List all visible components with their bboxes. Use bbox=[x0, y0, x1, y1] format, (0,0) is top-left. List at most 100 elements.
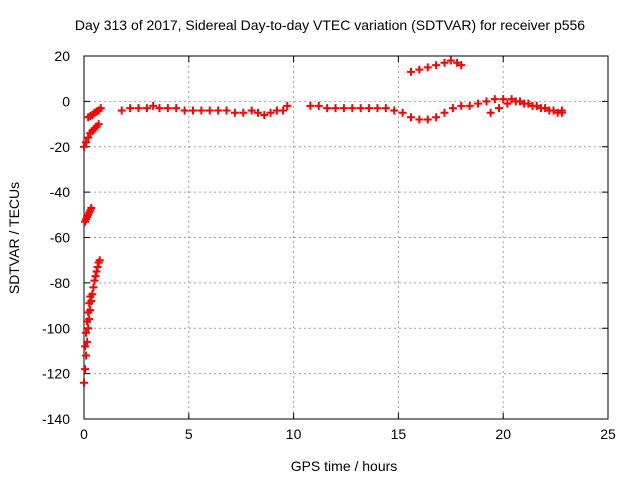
data-point bbox=[87, 204, 96, 213]
data-point bbox=[279, 106, 288, 115]
data-point bbox=[536, 104, 545, 113]
data-point bbox=[126, 104, 135, 113]
data-point bbox=[84, 133, 93, 142]
data-point bbox=[465, 101, 474, 110]
plot-frame bbox=[83, 55, 609, 420]
data-point bbox=[348, 104, 357, 113]
data-point bbox=[89, 283, 98, 292]
data-point bbox=[91, 272, 100, 281]
series-seg-descent bbox=[80, 256, 104, 387]
data-point bbox=[507, 95, 516, 104]
data-point bbox=[230, 108, 239, 117]
x-tick-label: 15 bbox=[391, 426, 407, 442]
data-point bbox=[81, 342, 90, 351]
chart-title: Day 313 of 2017, Sidereal Day-to-day VTE… bbox=[75, 17, 585, 33]
data-point bbox=[82, 328, 91, 337]
data-point bbox=[448, 104, 457, 113]
data-point bbox=[423, 115, 432, 124]
data-point bbox=[511, 97, 520, 106]
data-point bbox=[446, 56, 455, 65]
data-point bbox=[84, 324, 93, 333]
y-tick-label: -100 bbox=[42, 320, 70, 336]
data-point bbox=[82, 138, 91, 147]
data-point bbox=[528, 101, 537, 110]
x-axis-label: GPS time / hours bbox=[291, 458, 398, 474]
data-point bbox=[142, 104, 151, 113]
data-point bbox=[222, 106, 231, 115]
series-seg-early-2 bbox=[84, 104, 105, 122]
data-point bbox=[134, 104, 143, 113]
y-tick-label: 0 bbox=[62, 93, 70, 109]
data-point bbox=[453, 58, 462, 67]
data-point bbox=[545, 106, 554, 115]
data-point bbox=[117, 106, 126, 115]
data-point bbox=[247, 106, 256, 115]
data-point bbox=[365, 104, 374, 113]
data-point bbox=[180, 106, 189, 115]
y-tick-label: -20 bbox=[50, 139, 70, 155]
data-point bbox=[331, 104, 340, 113]
y-tick-label: -120 bbox=[42, 366, 70, 382]
series-seg-main bbox=[117, 95, 566, 124]
grid bbox=[84, 56, 608, 419]
data-point bbox=[283, 101, 292, 110]
data-point bbox=[415, 115, 424, 124]
data-point bbox=[80, 378, 88, 387]
data-point bbox=[92, 267, 101, 276]
data-point bbox=[495, 104, 504, 113]
data-point bbox=[85, 299, 94, 308]
data-point bbox=[490, 95, 499, 104]
data-point bbox=[499, 95, 508, 104]
y-tick-label: -40 bbox=[50, 184, 70, 200]
data-point bbox=[440, 108, 449, 117]
data-point bbox=[557, 108, 566, 117]
y-axis-label: SDTVAR / TECUs bbox=[6, 182, 22, 294]
data-point bbox=[80, 142, 88, 151]
data-point bbox=[339, 104, 348, 113]
data-point bbox=[415, 65, 424, 74]
data-point bbox=[356, 104, 365, 113]
data-point bbox=[84, 308, 93, 317]
data-point bbox=[474, 99, 483, 108]
data-point bbox=[260, 110, 269, 119]
data-point bbox=[253, 108, 262, 117]
data-point bbox=[163, 104, 172, 113]
data-point bbox=[432, 113, 441, 122]
data-point bbox=[406, 67, 415, 76]
data-point bbox=[373, 104, 382, 113]
data-point bbox=[197, 106, 206, 115]
data-point bbox=[440, 58, 449, 67]
x-tick-label: 5 bbox=[185, 426, 193, 442]
data-point bbox=[381, 104, 390, 113]
data-points bbox=[80, 56, 566, 387]
data-point bbox=[82, 351, 91, 360]
data-point bbox=[503, 99, 512, 108]
data-point bbox=[155, 104, 164, 113]
data-point bbox=[406, 113, 415, 122]
data-point bbox=[266, 108, 275, 117]
data-point bbox=[239, 108, 248, 117]
data-point bbox=[457, 61, 466, 70]
data-point bbox=[83, 337, 92, 346]
data-point bbox=[482, 97, 491, 106]
y-tick-label: 20 bbox=[54, 48, 70, 64]
data-point bbox=[457, 101, 466, 110]
data-point bbox=[423, 63, 432, 72]
data-point bbox=[83, 317, 92, 326]
series-seg-early-1 bbox=[80, 120, 103, 151]
data-point bbox=[323, 104, 332, 113]
data-point bbox=[432, 61, 441, 70]
data-point bbox=[94, 120, 103, 129]
data-point bbox=[486, 108, 495, 117]
x-tick-label: 0 bbox=[80, 426, 88, 442]
data-point bbox=[306, 101, 315, 110]
y-tick-label: -140 bbox=[42, 411, 70, 427]
y-tick-label: -80 bbox=[50, 275, 70, 291]
x-tick-label: 10 bbox=[286, 426, 302, 442]
data-point bbox=[390, 106, 399, 115]
y-tick-label: -60 bbox=[50, 230, 70, 246]
data-point bbox=[205, 106, 214, 115]
data-point bbox=[96, 104, 105, 113]
x-tick-label: 25 bbox=[600, 426, 616, 442]
